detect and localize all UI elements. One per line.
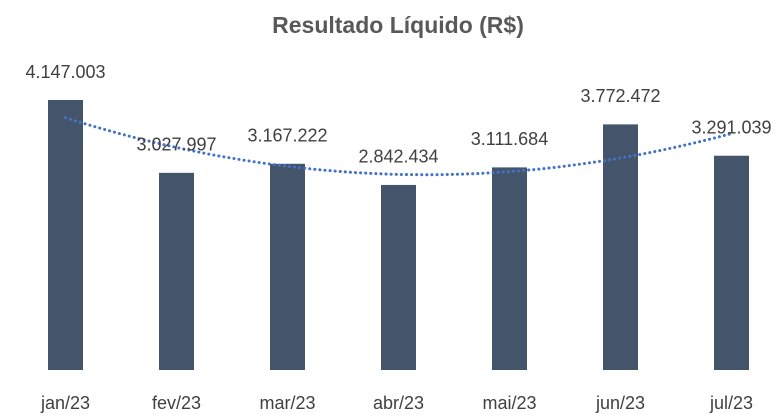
data-label: 3.772.472 bbox=[580, 86, 660, 106]
bar bbox=[603, 124, 638, 370]
x-tick-label: mai/23 bbox=[482, 393, 536, 413]
bar bbox=[159, 172, 194, 370]
x-tick-label: abr/23 bbox=[373, 393, 424, 413]
data-label: 3.027.997 bbox=[136, 135, 216, 155]
trend-line bbox=[64, 116, 733, 177]
x-tick-label: fev/23 bbox=[152, 393, 201, 413]
bar bbox=[48, 100, 83, 370]
data-label: 2.842.434 bbox=[358, 147, 438, 167]
data-label: 3.167.222 bbox=[247, 126, 327, 146]
x-tick-label: mar/23 bbox=[259, 393, 315, 413]
data-label: 3.291.039 bbox=[691, 117, 771, 137]
x-tick-label: jun/23 bbox=[595, 393, 645, 413]
x-tick-label: jul/23 bbox=[709, 393, 753, 413]
data-label: 3.111.684 bbox=[471, 129, 548, 149]
bar bbox=[492, 167, 527, 370]
chart-title: Resultado Líquido (R$) bbox=[272, 12, 524, 38]
bar bbox=[270, 163, 305, 370]
bar bbox=[381, 184, 416, 370]
x-tick-label: jan/23 bbox=[40, 393, 90, 413]
bar bbox=[714, 155, 749, 370]
data-label: 4.147.003 bbox=[25, 62, 105, 82]
